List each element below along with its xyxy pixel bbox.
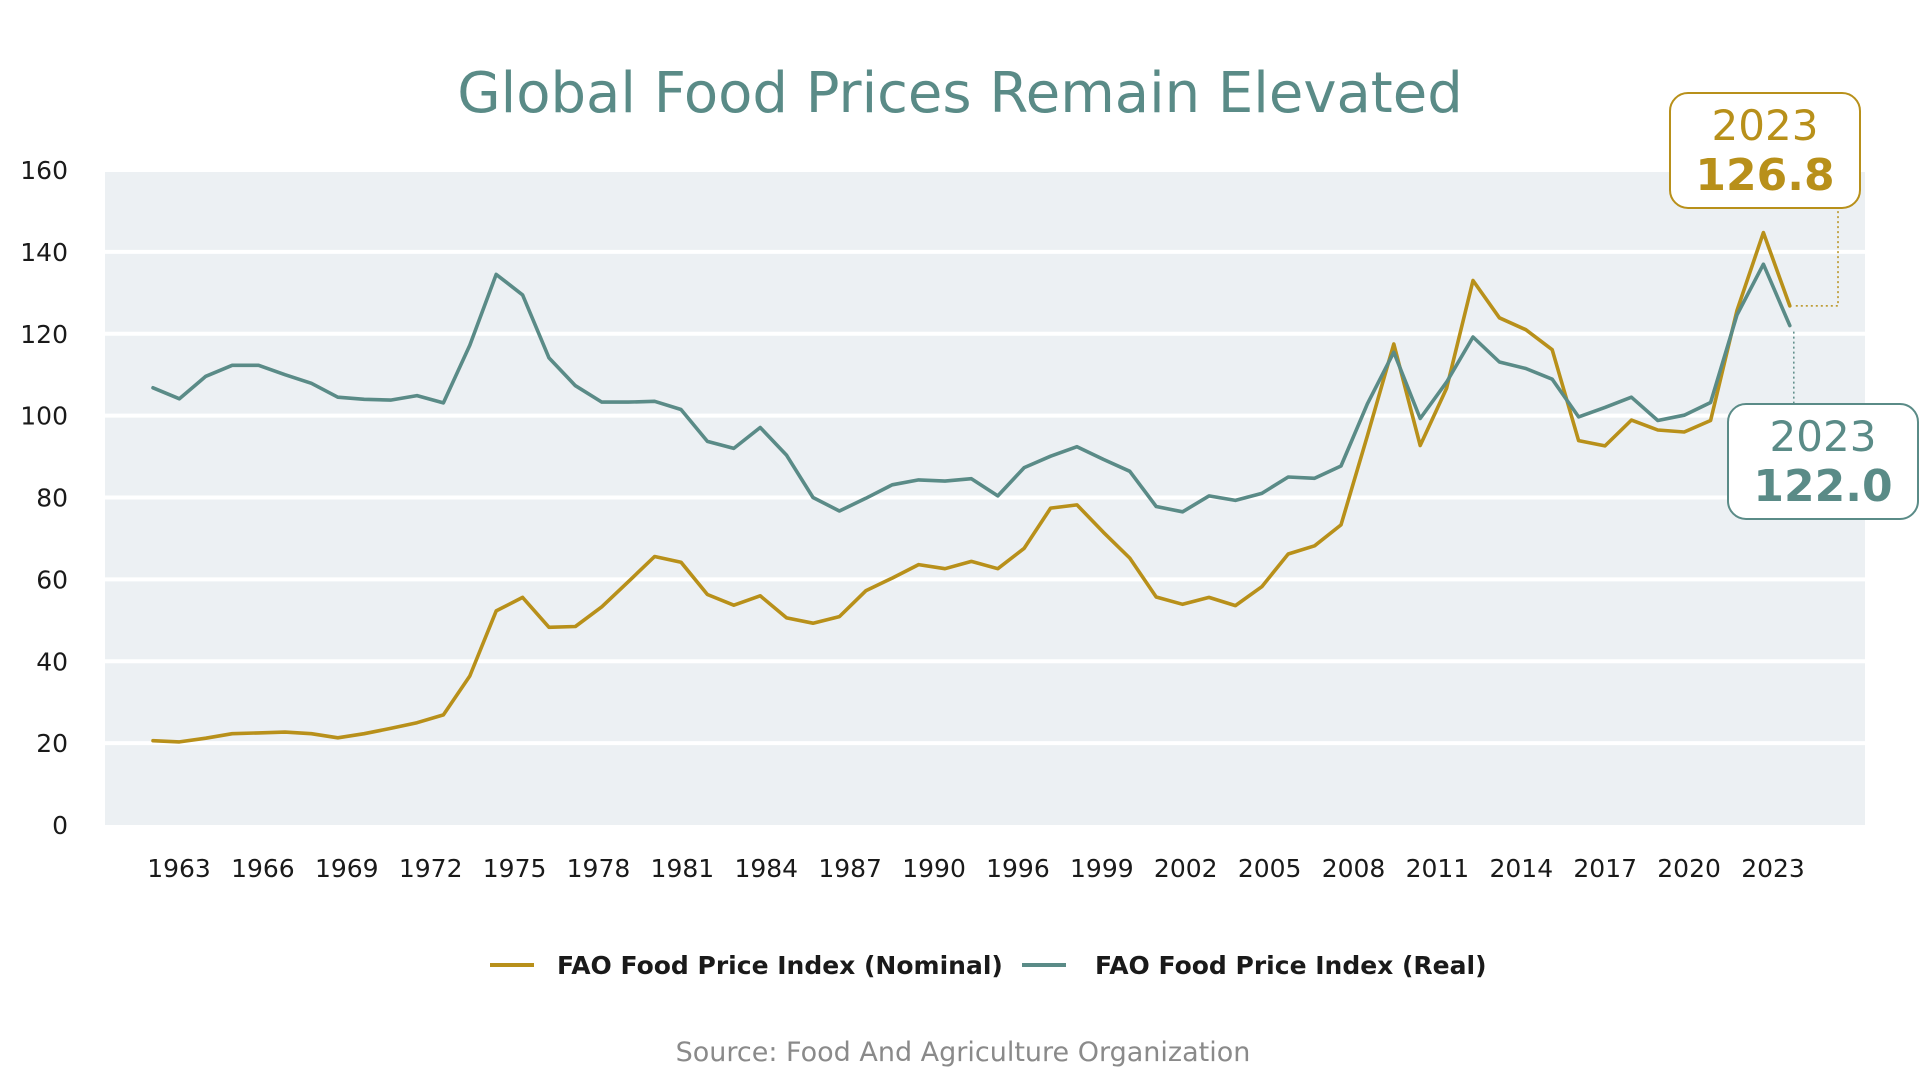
x-tick-label: 1990 (902, 854, 966, 883)
x-tick-label: 1966 (231, 854, 295, 883)
nominal-callout-year: 2023 (1712, 101, 1819, 150)
nominal-callout-connector (1795, 210, 1839, 307)
x-tick-label: 1975 (483, 854, 547, 883)
x-tick-label: 2020 (1657, 854, 1721, 883)
legend-label: FAO Food Price Index (Nominal) (557, 951, 1003, 980)
series-nominal-line (151, 230, 1792, 744)
legend-label: FAO Food Price Index (Real) (1095, 951, 1487, 980)
y-tick-label: 160 (20, 156, 68, 185)
x-tick-label: 1963 (147, 854, 211, 883)
nominal-callout-box (1669, 92, 1861, 209)
x-tick-label: 1969 (315, 854, 379, 883)
chart-title: Global Food Prices Remain Elevated (457, 61, 1462, 126)
x-tick-label: 1981 (651, 854, 715, 883)
x-tick-label: 2017 (1573, 854, 1637, 883)
legend: FAO Food Price Index (Nominal) FAO Food P… (490, 951, 1487, 980)
x-tick-label: 1999 (1070, 854, 1134, 883)
x-tick-label: 1978 (567, 854, 631, 883)
y-tick-label: 120 (20, 320, 68, 349)
real-callout-value: 122.0 (1753, 461, 1892, 512)
series-real-line (151, 262, 1792, 514)
y-tick-label: 0 (52, 811, 68, 840)
real-callout-year: 2023 (1770, 412, 1877, 461)
x-axis-ticks: 1963 1966 1969 1972 1975 1978 1981 1984 1987 1990… (147, 854, 1805, 883)
x-tick-label: 2008 (1322, 854, 1386, 883)
y-tick-label: 140 (20, 238, 68, 267)
y-tick-label: 40 (36, 647, 68, 676)
series-group (151, 230, 1792, 744)
x-tick-label: 2005 (1238, 854, 1302, 883)
y-tick-label: 20 (36, 729, 68, 758)
x-tick-label: 1996 (986, 854, 1050, 883)
x-tick-label: 2014 (1490, 854, 1554, 883)
legend-item-real: FAO Food Price Index (Real) (1022, 951, 1487, 980)
y-tick-label: 60 (36, 565, 68, 594)
x-tick-label: 1972 (399, 854, 463, 883)
y-tick-label: 80 (36, 484, 68, 513)
nominal-callout-value: 126.8 (1695, 150, 1834, 201)
x-tick-label: 1987 (818, 854, 882, 883)
x-tick-label: 2011 (1406, 854, 1470, 883)
source-note: Source: Food And Agriculture Organizatio… (676, 1037, 1251, 1068)
real-callout-box (1727, 403, 1919, 520)
legend-item-nominal: FAO Food Price Index (Nominal) (490, 951, 1003, 980)
y-tick-label: 100 (20, 402, 68, 431)
x-tick-label: 1984 (734, 854, 798, 883)
x-tick-label: 2002 (1154, 854, 1218, 883)
grid-lines (105, 168, 1865, 746)
y-axis-ticks: 0 20 40 60 80 100 120 140 160 (20, 156, 68, 840)
x-tick-label: 2023 (1741, 854, 1805, 883)
